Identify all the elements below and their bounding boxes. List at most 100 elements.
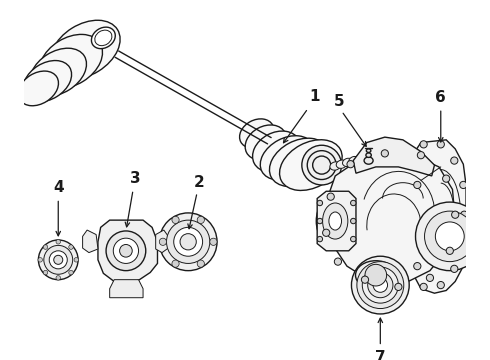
Circle shape (350, 200, 356, 206)
Ellipse shape (361, 154, 369, 161)
Circle shape (302, 145, 342, 185)
Circle shape (106, 231, 146, 271)
Circle shape (460, 240, 467, 247)
Circle shape (317, 237, 322, 242)
Circle shape (365, 264, 387, 286)
Circle shape (451, 157, 458, 164)
Circle shape (197, 260, 204, 267)
Ellipse shape (322, 203, 348, 239)
Circle shape (460, 181, 467, 189)
Polygon shape (98, 220, 157, 284)
Circle shape (420, 283, 427, 291)
Ellipse shape (245, 125, 286, 160)
Ellipse shape (336, 160, 347, 168)
Circle shape (180, 234, 196, 250)
Circle shape (414, 262, 421, 270)
Circle shape (38, 257, 43, 262)
Circle shape (452, 211, 459, 218)
Circle shape (56, 239, 60, 244)
Ellipse shape (367, 149, 371, 153)
Circle shape (167, 220, 210, 264)
Circle shape (424, 211, 475, 262)
Circle shape (362, 276, 368, 283)
Circle shape (437, 282, 444, 289)
Circle shape (120, 244, 132, 257)
Ellipse shape (356, 261, 396, 289)
Text: 4: 4 (53, 180, 64, 195)
Polygon shape (326, 153, 455, 284)
Circle shape (174, 228, 202, 256)
Polygon shape (110, 280, 143, 298)
Circle shape (351, 256, 409, 314)
Circle shape (334, 258, 342, 265)
Circle shape (362, 267, 398, 303)
Circle shape (38, 240, 78, 280)
Text: 1: 1 (309, 89, 319, 104)
Ellipse shape (316, 195, 354, 247)
Ellipse shape (364, 157, 373, 164)
Ellipse shape (366, 153, 371, 157)
Circle shape (437, 141, 444, 148)
Ellipse shape (39, 35, 102, 88)
Circle shape (350, 237, 356, 242)
Ellipse shape (252, 131, 300, 172)
Ellipse shape (330, 162, 341, 170)
Circle shape (43, 270, 48, 275)
Circle shape (357, 262, 404, 309)
Circle shape (416, 202, 484, 271)
Ellipse shape (50, 20, 120, 79)
Circle shape (172, 216, 179, 224)
Circle shape (43, 245, 48, 249)
Text: 6: 6 (436, 90, 446, 105)
Ellipse shape (23, 60, 72, 102)
Circle shape (414, 181, 421, 189)
Circle shape (172, 260, 179, 267)
Circle shape (313, 156, 331, 174)
Polygon shape (156, 230, 169, 253)
Ellipse shape (270, 138, 329, 186)
Circle shape (210, 238, 217, 246)
Circle shape (327, 193, 334, 200)
Text: 7: 7 (375, 350, 386, 360)
Circle shape (446, 247, 453, 255)
Circle shape (395, 283, 402, 291)
Circle shape (69, 270, 74, 275)
Circle shape (417, 152, 424, 159)
Polygon shape (83, 230, 98, 253)
Circle shape (159, 213, 217, 271)
Text: 5: 5 (334, 94, 344, 109)
Ellipse shape (95, 30, 112, 46)
Circle shape (159, 238, 167, 246)
Circle shape (426, 274, 434, 282)
Circle shape (74, 257, 78, 262)
Circle shape (197, 216, 204, 224)
Circle shape (307, 151, 336, 180)
Circle shape (368, 273, 393, 298)
Ellipse shape (92, 27, 115, 49)
Circle shape (451, 265, 458, 273)
Polygon shape (317, 191, 356, 251)
Circle shape (347, 161, 354, 168)
Polygon shape (353, 137, 435, 176)
Circle shape (350, 218, 356, 224)
Circle shape (44, 246, 73, 274)
Circle shape (435, 222, 464, 251)
Circle shape (113, 238, 139, 264)
Ellipse shape (355, 154, 366, 163)
Circle shape (420, 141, 427, 148)
Text: 3: 3 (130, 171, 140, 186)
Ellipse shape (18, 71, 58, 106)
Circle shape (373, 278, 388, 292)
Text: 2: 2 (194, 175, 204, 190)
Ellipse shape (349, 157, 360, 165)
Circle shape (317, 200, 322, 206)
Circle shape (54, 255, 63, 264)
Ellipse shape (260, 136, 315, 180)
Ellipse shape (329, 212, 342, 230)
Ellipse shape (279, 140, 342, 190)
Circle shape (317, 218, 322, 224)
Circle shape (442, 175, 450, 182)
Circle shape (381, 150, 389, 157)
Circle shape (49, 251, 67, 269)
Ellipse shape (30, 48, 87, 96)
